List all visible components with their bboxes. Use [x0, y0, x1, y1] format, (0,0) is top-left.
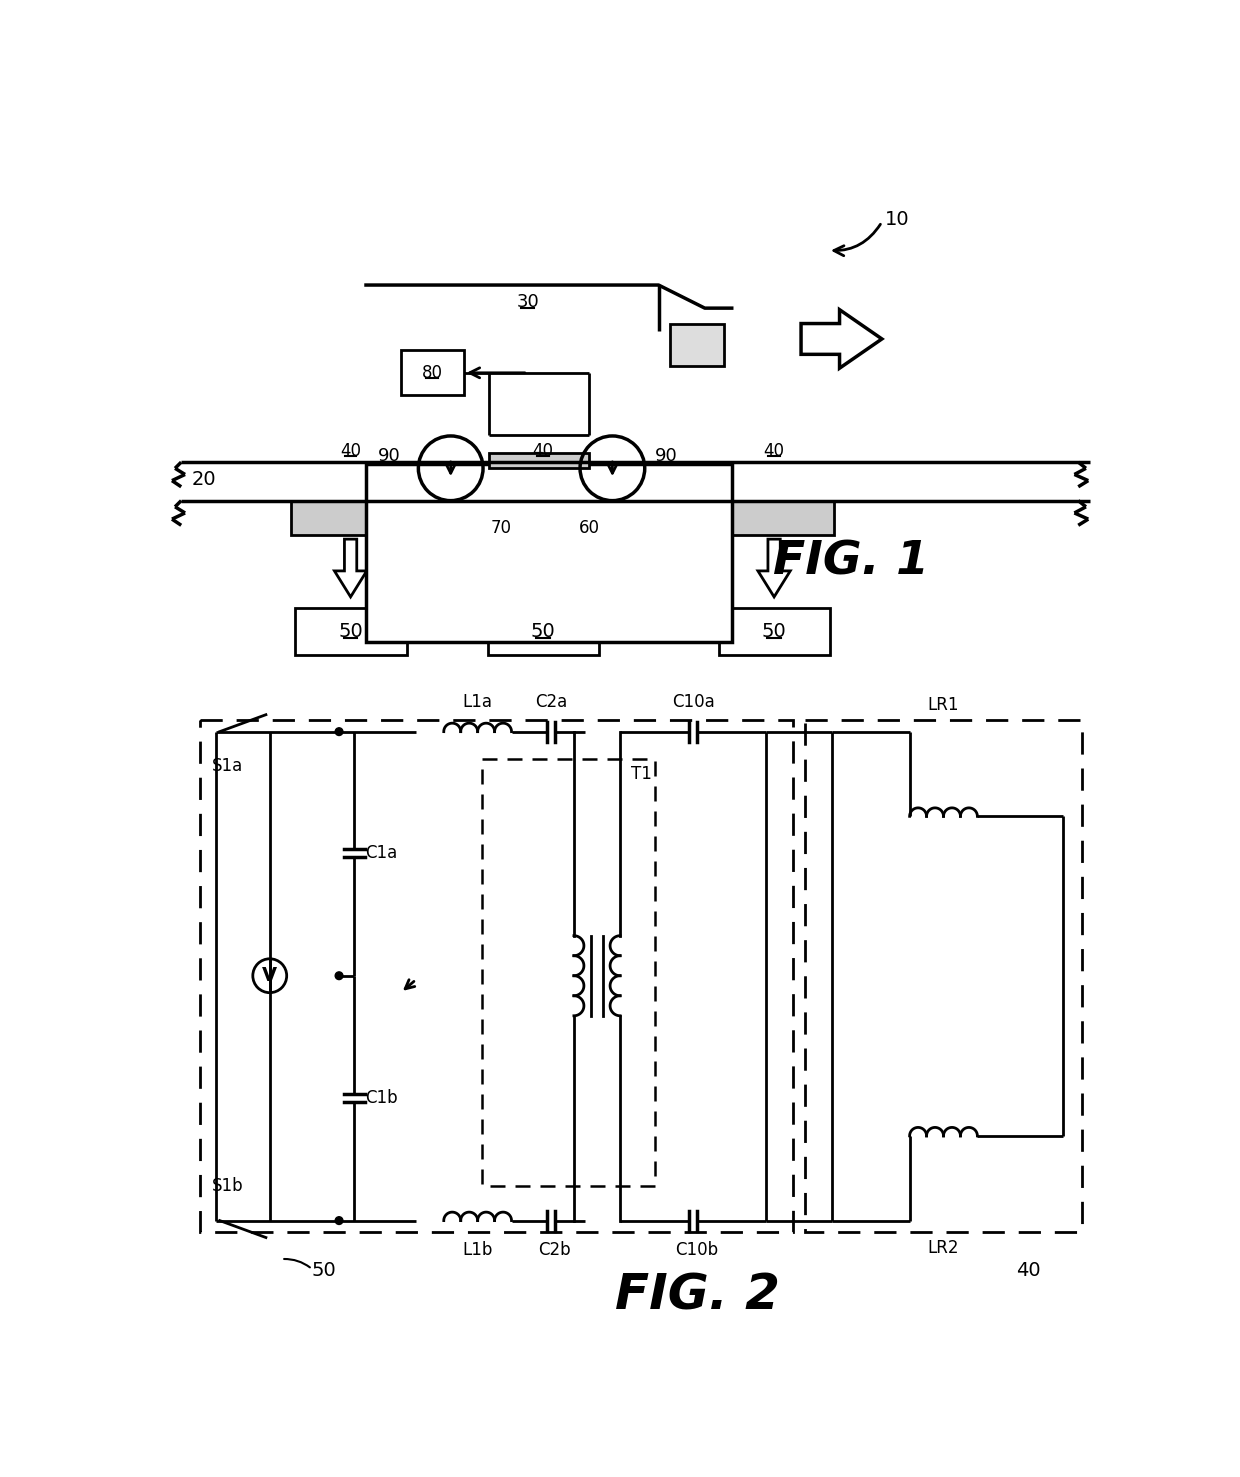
Text: 90: 90: [655, 448, 678, 465]
Text: V: V: [262, 966, 278, 985]
Circle shape: [335, 972, 343, 979]
Text: L1a: L1a: [463, 693, 492, 712]
Bar: [670, 323, 724, 366]
Text: 40: 40: [764, 442, 785, 459]
Text: 30: 30: [516, 292, 539, 312]
Text: C2b: C2b: [538, 1241, 570, 1258]
Text: 50: 50: [761, 622, 786, 641]
Polygon shape: [335, 539, 367, 597]
Text: C1b: C1b: [365, 1089, 398, 1108]
Text: LR1: LR1: [928, 696, 960, 713]
Bar: [201, 721, 794, 1232]
Bar: [481, 759, 655, 1186]
Bar: [490, 453, 589, 468]
Bar: [484, 501, 603, 535]
Polygon shape: [527, 539, 559, 597]
Text: 40: 40: [340, 442, 361, 459]
Text: S1a: S1a: [212, 758, 243, 775]
Circle shape: [335, 728, 343, 736]
Bar: [295, 609, 407, 654]
Bar: [487, 609, 599, 654]
Text: 40: 40: [1016, 1261, 1040, 1281]
Text: LR2: LR2: [928, 1239, 960, 1257]
Text: 10: 10: [885, 210, 910, 229]
Text: 60: 60: [579, 518, 600, 536]
Text: T1: T1: [631, 765, 652, 783]
Text: 50: 50: [531, 622, 556, 641]
Text: FIG. 2: FIG. 2: [615, 1272, 780, 1319]
Circle shape: [335, 1217, 343, 1224]
Text: S1b: S1b: [212, 1177, 243, 1195]
Text: 50: 50: [339, 622, 363, 641]
Text: 40: 40: [533, 442, 553, 459]
Text: C10a: C10a: [672, 693, 714, 712]
Text: 50: 50: [311, 1261, 336, 1281]
Text: FIG. 1: FIG. 1: [773, 539, 929, 585]
Bar: [714, 501, 835, 535]
Polygon shape: [758, 539, 790, 597]
Text: 90: 90: [378, 448, 401, 465]
Bar: [805, 721, 1083, 1232]
Bar: [719, 609, 831, 654]
Text: C10b: C10b: [676, 1241, 719, 1258]
Text: C2a: C2a: [534, 693, 567, 712]
Text: C1a: C1a: [366, 845, 398, 863]
Text: L1b: L1b: [463, 1241, 492, 1258]
Text: 20: 20: [192, 470, 217, 489]
Text: 80: 80: [422, 363, 443, 383]
Text: 70: 70: [490, 518, 511, 536]
Bar: [401, 350, 464, 396]
Bar: [366, 464, 732, 642]
Polygon shape: [801, 310, 882, 368]
Bar: [291, 501, 410, 535]
